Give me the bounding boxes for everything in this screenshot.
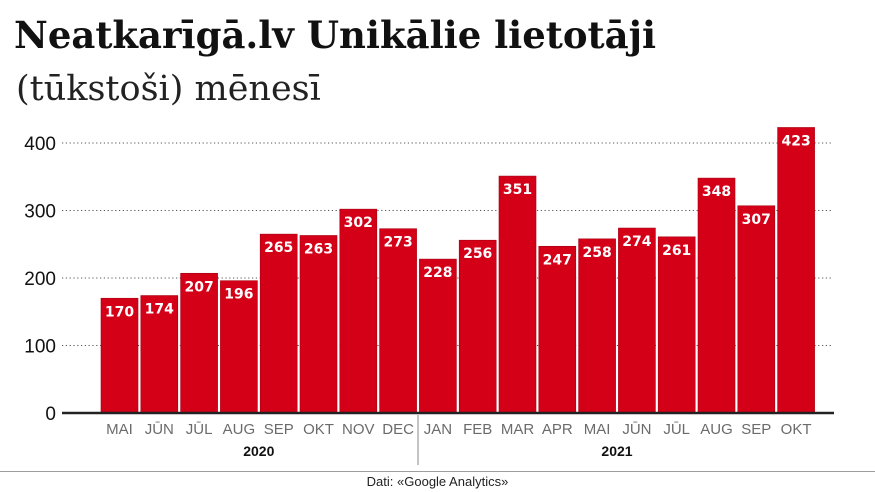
source-divider xyxy=(0,471,875,472)
year-label: 2020 xyxy=(243,443,274,459)
bar-value-label: 302 xyxy=(344,215,373,231)
y-tick-label: 400 xyxy=(24,134,56,155)
bar-value-label: 247 xyxy=(543,252,572,268)
bar xyxy=(180,272,218,414)
bar xyxy=(419,258,457,414)
x-tick-label: MAI xyxy=(584,421,611,438)
x-tick-label: OKT xyxy=(303,421,334,438)
x-tick-label: JŪL xyxy=(186,421,213,438)
bar xyxy=(339,208,378,414)
bar xyxy=(777,127,815,414)
x-tick-label: MAI xyxy=(106,421,133,438)
x-tick-label: JŪL xyxy=(663,421,690,438)
bar-value-label: 256 xyxy=(463,246,492,262)
bar-value-label: 228 xyxy=(423,265,452,281)
x-tick-label: JŪN xyxy=(622,421,651,438)
bar-value-label: 196 xyxy=(224,287,253,303)
bar xyxy=(299,235,338,414)
x-tick-label: NOV xyxy=(342,421,375,438)
chart-title: Neatkarīgā.lv Unikālie lietotāji xyxy=(14,13,657,57)
x-tick-label: JAN xyxy=(424,421,452,438)
x-tick-label: SEP xyxy=(264,421,294,438)
bar xyxy=(458,239,497,414)
x-tick-label: APR xyxy=(542,421,573,438)
bar-value-label: 307 xyxy=(742,212,771,228)
bar xyxy=(259,233,298,414)
bar-chart: 0 100 200 300 400 170 MAI 174 JŪN 207 JŪL 196 AUG 265… xyxy=(24,127,834,465)
bar-value-label: 263 xyxy=(304,241,333,257)
source-note: Dati: «Google Analytics» xyxy=(366,474,509,489)
bar xyxy=(657,236,696,414)
bar-value-label: 423 xyxy=(781,133,810,149)
y-tick-label: 200 xyxy=(24,269,56,290)
x-tick-label: FEB xyxy=(463,421,492,438)
x-tick-label: OKT xyxy=(781,421,812,438)
x-tick-label: AUG xyxy=(700,421,733,438)
bar-value-label: 170 xyxy=(105,304,134,320)
bar xyxy=(618,227,656,414)
bar xyxy=(697,177,736,414)
bar-value-label: 348 xyxy=(702,184,731,200)
bar-value-label: 261 xyxy=(662,243,691,259)
x-tick-label: DEC xyxy=(382,421,414,438)
bar xyxy=(498,175,537,414)
x-tick-label: AUG xyxy=(223,421,256,438)
bar-value-label: 258 xyxy=(582,245,611,261)
x-tick-label: SEP xyxy=(741,421,771,438)
y-tick-label: 300 xyxy=(24,202,56,223)
y-tick-label: 100 xyxy=(24,337,56,358)
bar-value-label: 274 xyxy=(622,234,651,250)
x-tick-label: MAR xyxy=(501,421,535,438)
bar xyxy=(737,205,776,414)
y-tick-label: 0 xyxy=(45,404,56,425)
bar xyxy=(100,297,139,414)
bar-value-label: 174 xyxy=(145,302,174,318)
bar-value-label: 273 xyxy=(383,235,412,251)
bar-value-label: 351 xyxy=(503,182,532,198)
bar-value-label: 207 xyxy=(184,279,213,295)
bar xyxy=(578,238,616,414)
bar xyxy=(379,228,417,414)
bar-value-label: 265 xyxy=(264,240,293,256)
x-tick-label: JŪN xyxy=(145,421,174,438)
year-label: 2021 xyxy=(601,443,632,459)
bar xyxy=(538,245,577,414)
chart-subtitle: (tūkstoši) mēnesī xyxy=(16,69,321,109)
bar xyxy=(140,295,179,414)
